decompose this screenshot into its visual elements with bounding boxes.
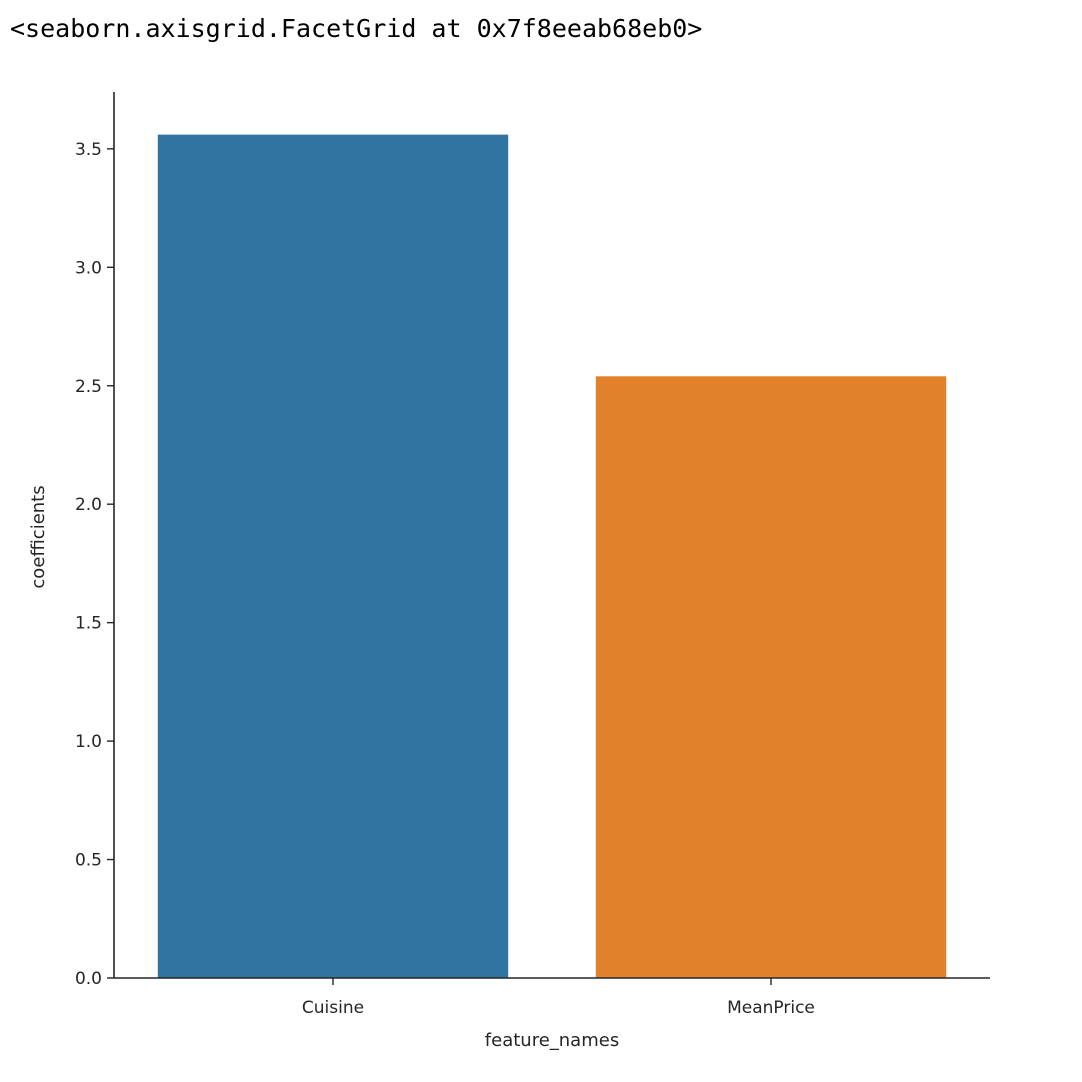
x-tick-label: Cuisine	[302, 998, 364, 1018]
x-tick-label: MeanPrice	[727, 998, 815, 1018]
y-axis-ticks: 0.0 0.5 1.0 1.5 2.0 2.5 3.0 3.5	[75, 140, 114, 989]
y-tick-label: 2.5	[75, 377, 102, 397]
y-tick-label: 2.0	[75, 495, 102, 515]
x-axis-label: feature_names	[485, 1030, 619, 1051]
bar-cuisine	[157, 134, 509, 978]
y-tick-label: 1.5	[75, 614, 102, 634]
y-axis-label: coefficients	[28, 485, 49, 588]
bars-group	[157, 134, 947, 978]
y-tick-label: 3.0	[75, 258, 102, 278]
y-tick-label: 0.0	[75, 969, 102, 989]
y-tick-label: 3.5	[75, 140, 102, 160]
x-axis-ticks: Cuisine MeanPrice	[302, 978, 815, 1018]
bar-meanprice	[595, 376, 947, 978]
cell-output-repr: <seaborn.axisgrid.FacetGrid at 0x7f8eeab…	[10, 14, 703, 43]
y-tick-label: 1.0	[75, 732, 102, 752]
y-tick-label: 0.5	[75, 851, 102, 871]
